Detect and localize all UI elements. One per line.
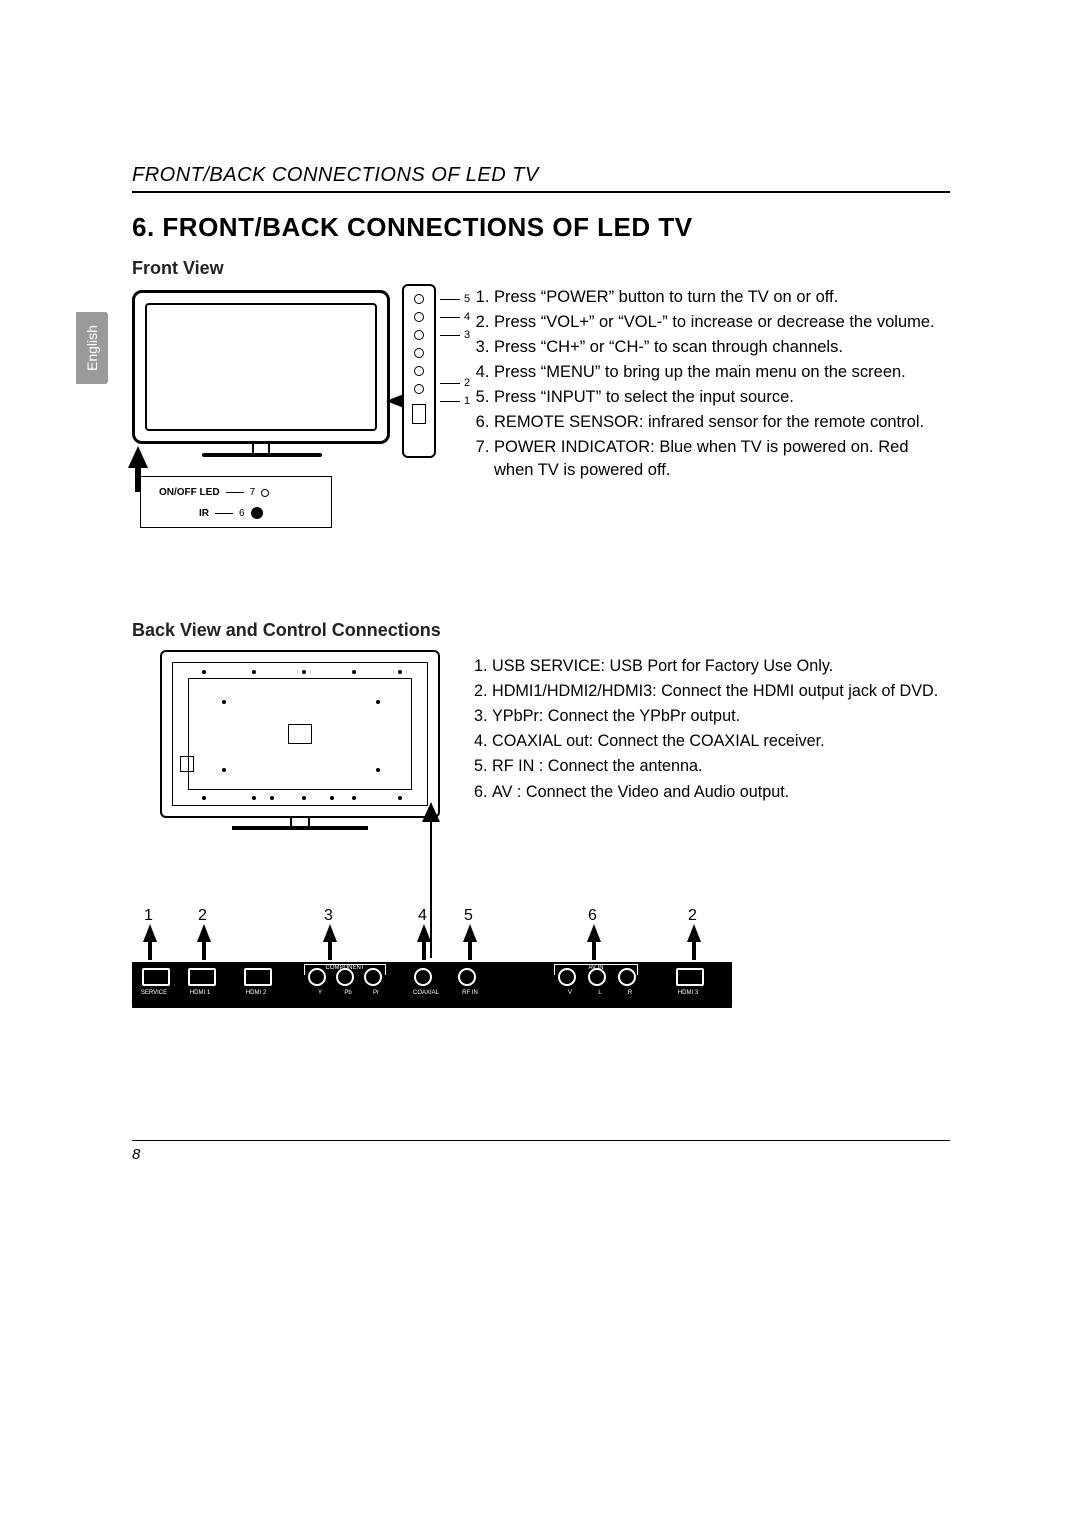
manual-page: English FRONT/BACK CONNECTIONS OF LED TV…: [0, 0, 1080, 1527]
list-item: RF IN : Connect the antenna.: [492, 754, 946, 779]
up-arrow-icon: [143, 924, 157, 942]
tv-stand-base: [202, 453, 322, 457]
back-view-diagram: [160, 650, 440, 850]
up-arrow-icon: [587, 924, 601, 942]
legend-num: 7: [250, 487, 256, 498]
list-item: REMOTE SENSOR: infrared sensor for the r…: [494, 411, 942, 435]
connector-number: 1: [144, 907, 153, 925]
connector-number: 3: [324, 907, 333, 925]
list-item: YPbPr: Connect the YPbPr output.: [492, 704, 946, 729]
section-title: 6. FRONT/BACK CONNECTIONS OF LED TV: [132, 212, 950, 243]
tv-screen: [145, 303, 377, 431]
connector-number: 2: [688, 907, 697, 925]
list-item: Press “INPUT” to select the input source…: [494, 386, 942, 410]
ir-dot-icon: [251, 507, 263, 519]
up-arrow-icon: [687, 924, 701, 942]
list-item: AV : Connect the Video and Audio output.: [492, 780, 946, 805]
connector-strip: COMPONENTAV INSERVICEHDMI 1HDMI 2YPbPrCO…: [132, 962, 732, 1008]
connector-label: COAXIAL: [408, 990, 444, 996]
connector-number: 2: [198, 907, 207, 925]
connector-port: [588, 968, 606, 986]
list-item: Press “VOL+” or “VOL-” to increase or de…: [494, 311, 942, 335]
connector-port: [142, 968, 170, 986]
subhead-back-view: Back View and Control Connections: [132, 620, 441, 641]
list-item: USB SERVICE: USB Port for Factory Use On…: [492, 654, 946, 679]
legend-label: IR: [199, 508, 209, 519]
callout-num: 2: [464, 377, 470, 389]
page-number: 8: [132, 1146, 140, 1163]
connector-label: HDMI 2: [238, 990, 274, 996]
list-item: Press “CH+” or “CH-” to scan through cha…: [494, 336, 942, 360]
footer-rule: [132, 1140, 950, 1141]
language-tab: English: [76, 312, 108, 384]
connector-number: 5: [464, 907, 473, 925]
connector-port: [458, 968, 476, 986]
connector-label: RF IN: [452, 990, 488, 996]
connector-port: [188, 968, 216, 986]
connector-port: [336, 968, 354, 986]
back-view-list: USB SERVICE: USB Port for Factory Use On…: [470, 654, 946, 805]
side-callouts: 5 4 3 2 1: [440, 290, 470, 410]
up-arrow-icon: [323, 924, 337, 942]
front-view-list: Press “POWER” button to turn the TV on o…: [472, 286, 942, 484]
front-legend-box: ON/OFF LED 7 IR 6: [140, 476, 332, 528]
connector-number: 4: [418, 907, 427, 925]
up-arrow-icon: [463, 924, 477, 942]
connector-port: [618, 968, 636, 986]
connector-label: Pr: [358, 990, 394, 996]
subhead-front-view: Front View: [132, 258, 224, 279]
connector-label: HDMI 3: [670, 990, 706, 996]
legend-num: 6: [239, 508, 245, 519]
connector-number: 6: [588, 907, 597, 925]
list-item: POWER INDICATOR: Blue when TV is powered…: [494, 436, 942, 484]
page-header: FRONT/BACK CONNECTIONS OF LED TV: [132, 164, 950, 193]
connector-label: R: [612, 990, 648, 996]
connector-port: [676, 968, 704, 986]
callout-num: 3: [464, 329, 470, 341]
callout-num: 5: [464, 293, 470, 305]
list-item: HDMI1/HDMI2/HDMI3: Connect the HDMI outp…: [492, 679, 946, 704]
callout-num: 1: [464, 395, 470, 407]
list-item: COAXIAL out: Connect the COAXIAL receive…: [492, 729, 946, 754]
list-item: Press “MENU” to bring up the main menu o…: [494, 361, 942, 385]
front-view-diagram: 5 4 3 2 1 ON/OFF LED 7 IR 6: [132, 284, 432, 494]
side-button-strip: [402, 284, 436, 458]
led-dot-icon: [261, 489, 269, 497]
callout-num: 4: [464, 311, 470, 323]
connector-port: [414, 968, 432, 986]
connector-port: [308, 968, 326, 986]
tv-bezel: [132, 290, 390, 444]
legend-label: ON/OFF LED: [159, 487, 220, 498]
up-arrow-icon: [128, 446, 148, 468]
list-item: Press “POWER” button to turn the TV on o…: [494, 286, 942, 310]
connector-port: [244, 968, 272, 986]
up-arrow-icon: [197, 924, 211, 942]
connector-port: [558, 968, 576, 986]
connector-port: [364, 968, 382, 986]
connector-label: SERVICE: [136, 990, 172, 996]
connector-label: HDMI 1: [182, 990, 218, 996]
up-arrow-icon: [417, 924, 431, 942]
